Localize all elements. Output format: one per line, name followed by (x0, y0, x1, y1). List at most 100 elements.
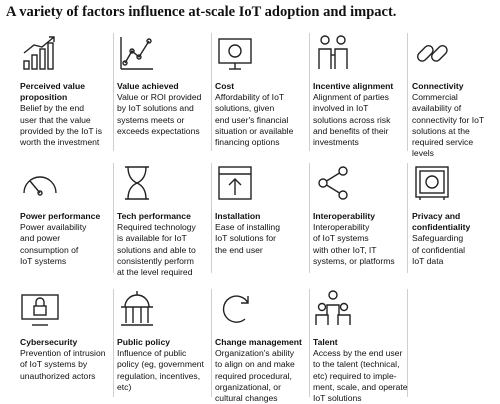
factor-title: Public policy (117, 337, 171, 347)
factor-icon (222, 295, 249, 323)
factor-description: connectivity for IoT (412, 114, 485, 125)
divider (113, 163, 114, 273)
factor-card: Incentive alignment Alignment of parties i… (313, 33, 408, 148)
divider (211, 33, 212, 151)
factor-description: solutions, given (215, 103, 275, 114)
factor-icon (415, 166, 449, 200)
factor-card: Installation Ease of installing IoT soluti… (215, 163, 310, 256)
divider (407, 163, 408, 273)
factor-icon (21, 294, 59, 326)
factor-title: Incentive alignment (313, 81, 394, 91)
factor-card: Perceived value proposition Belief by the … (20, 33, 115, 148)
factor-description: to align on and make (215, 359, 295, 370)
factor-description: Value or ROI provided (117, 92, 202, 103)
factor-title: Perceived value (20, 81, 85, 91)
divider (309, 33, 310, 151)
factor-description: etc) (117, 381, 132, 392)
divider (309, 163, 310, 273)
factor-description: regulation, incentives, (117, 370, 201, 381)
factor-icon (23, 36, 55, 70)
factor-icon (125, 166, 149, 200)
factor-title: Installation (215, 211, 261, 221)
factor-title: Privacy and (412, 211, 461, 221)
factor-title: Value achieved (117, 81, 179, 91)
factor-icon (23, 176, 57, 196)
factor-card: Change management Organization's ability t… (215, 289, 310, 404)
factor-icon (121, 291, 153, 326)
divider (113, 33, 114, 151)
factor-description: etc) required to imple- (313, 370, 397, 381)
factor-description: exceeds expectations (117, 125, 200, 136)
divider (211, 163, 212, 273)
factor-description: Alignment of parties (313, 92, 389, 103)
factor-description: situation or available (215, 125, 294, 136)
factor-description: Belief by the end (20, 103, 85, 114)
factor-description: IoT systems (20, 255, 67, 266)
factor-description: IoT solutions for (215, 233, 276, 244)
factor-description: Commercial (412, 92, 458, 103)
factor-description: Organization's ability (215, 348, 295, 359)
factor-description: consistently perform (117, 255, 194, 266)
factor-description: by IoT solutions and (117, 103, 194, 114)
factor-description: financing options (215, 137, 280, 148)
factor-description: policy (eg, government (117, 359, 204, 370)
factor-description: with other IoT, IT (313, 244, 377, 255)
factor-title: Interoperability (313, 211, 376, 221)
factor-description: systems meets or (117, 114, 185, 125)
factor-description: solutions at the (412, 125, 470, 136)
factor-description: user that the value (20, 114, 91, 125)
factor-icon (416, 44, 448, 62)
factor-description: solutions and able to (117, 244, 196, 255)
divider (309, 289, 310, 397)
factor-description: Affordability of IoT (215, 92, 285, 103)
factor-description: Access by the end user (313, 348, 403, 359)
factor-icon (218, 38, 252, 70)
factor-title: confidentiality (412, 222, 471, 233)
factor-description: worth the investment (20, 137, 100, 148)
factor-card: Talent Access by the end user to the talen… (313, 289, 408, 404)
factor-card: Privacy and confidentiality Safeguarding of… (412, 163, 500, 267)
factor-description: and benefits of their (313, 125, 389, 136)
factor-icon (318, 35, 348, 69)
factor-description: Safeguarding (412, 233, 464, 244)
factor-description: of confidential (412, 244, 466, 255)
factor-icon (315, 290, 351, 325)
factor-description: ment, scale, and operate (313, 381, 408, 392)
factor-title: Tech performance (117, 211, 191, 221)
factor-title: Talent (313, 337, 338, 347)
factor-description: cultural changes (215, 393, 278, 404)
factor-description: of IoT systems (313, 233, 369, 244)
factor-description: provided by the IoT is (20, 125, 103, 136)
factor-description: unauthorized actors (20, 370, 96, 381)
factor-title: Cost (215, 81, 235, 91)
factor-description: Required technology (117, 222, 196, 233)
factor-description: involved in IoT (313, 103, 369, 114)
factor-card: Power performance Power availability and p… (20, 163, 115, 267)
factor-description: the end user (215, 244, 263, 255)
factor-title: proposition (20, 92, 68, 103)
factor-description: Prevention of intrusion (20, 348, 106, 359)
factor-description: Interoperability (313, 222, 370, 233)
factor-description: IoT data (412, 255, 444, 266)
factor-description: of IoT systems by (20, 359, 88, 370)
factor-title: Power performance (20, 211, 101, 221)
factor-icon (120, 37, 153, 70)
factor-description: IoT solutions (313, 393, 362, 404)
divider (211, 289, 212, 397)
factor-card: Public policy Influence of public policy (… (117, 289, 212, 393)
factor-description: required procedural, (215, 370, 292, 381)
factor-title: Connectivity (412, 81, 464, 91)
page-title: A variety of factors influence at-scale … (6, 4, 397, 20)
factor-description: end user's financial (215, 114, 289, 125)
factor-title: Cybersecurity (20, 337, 78, 347)
factor-title: Change management (215, 337, 302, 347)
factor-description: required service (412, 137, 474, 148)
factor-description: Influence of public (117, 348, 187, 359)
factor-description: solutions across risk (313, 114, 391, 125)
factor-card: Cybersecurity Prevention of intrusion of I… (20, 289, 115, 382)
factor-icon (318, 166, 348, 200)
divider (113, 289, 114, 397)
divider (407, 289, 408, 397)
factor-description: availability of (412, 103, 462, 114)
